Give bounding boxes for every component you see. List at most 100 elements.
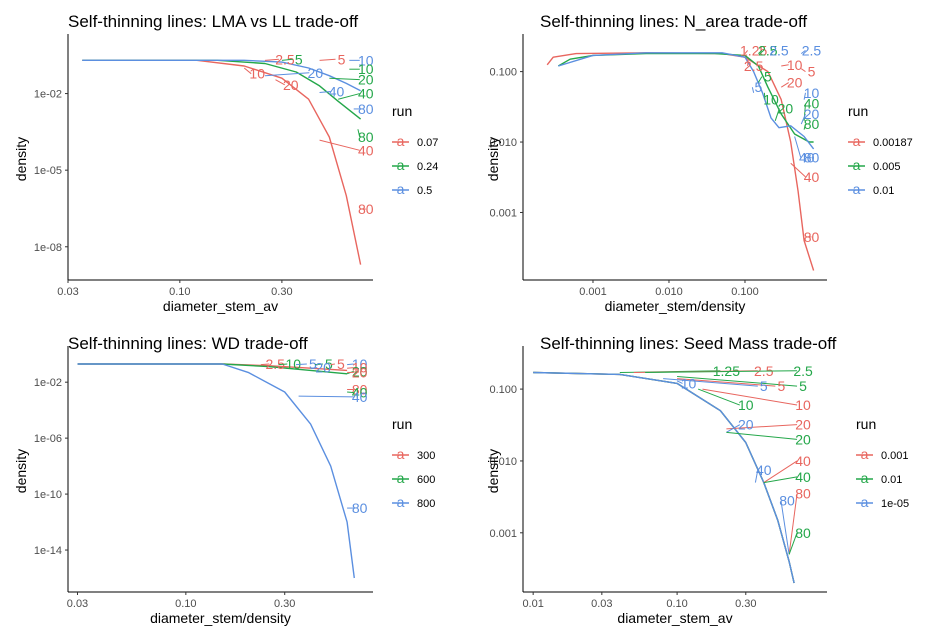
annotation-leader <box>310 367 318 369</box>
y-tick-label: 1e-10 <box>34 489 62 501</box>
legend-key-glyph: a <box>853 133 861 149</box>
annotation-label: 80 <box>352 500 368 516</box>
y-axis-label: density <box>13 449 29 493</box>
legend-label: 0.00187 <box>873 137 913 149</box>
annotation-leader <box>781 64 789 67</box>
panel-seed-mass: Self-thinning lines: Seed Mass trade-off… <box>472 322 944 644</box>
annotation-label: 80 <box>779 493 795 509</box>
y-tick-label: 0.100 <box>489 67 517 79</box>
annotation-leader <box>319 139 360 151</box>
annotation-leader <box>329 77 360 81</box>
legend-label: 0.5 <box>417 185 432 197</box>
annotation-leader <box>803 123 806 130</box>
x-axis-label: diameter_stem_av <box>617 610 732 626</box>
legend-label: 300 <box>417 450 435 462</box>
legend-key-glyph: a <box>397 181 405 197</box>
annotation-label: 20 <box>787 75 803 91</box>
x-tick-label: 0.30 <box>274 598 295 610</box>
legend-label: 0.01 <box>873 185 894 197</box>
annotation-label: 10 <box>787 57 803 73</box>
legend-key-glyph: a <box>397 133 405 149</box>
annotation-leader <box>319 91 331 94</box>
x-axis-label: diameter_stem/density <box>605 298 746 314</box>
annotation-leader <box>295 363 307 366</box>
annotation-label: 5 <box>337 356 345 372</box>
series-line <box>82 59 362 265</box>
annotation-label: 80 <box>358 129 374 145</box>
annotation-label: 5 <box>295 51 303 67</box>
annotation-leader <box>663 378 758 387</box>
annotation-leader <box>676 380 683 384</box>
annotation-label: 40 <box>329 84 345 100</box>
annotation-label: 80 <box>358 201 374 217</box>
annotation-leader <box>770 50 774 54</box>
annotation-label: 40 <box>358 142 374 158</box>
annotation-leader <box>243 67 252 75</box>
annotation-leader <box>790 162 806 178</box>
y-tick-label: 1e-08 <box>34 242 62 254</box>
annotation-leader <box>697 388 740 406</box>
series-line <box>533 371 795 584</box>
annotation-label: 10 <box>763 92 779 108</box>
annotation-label: 5 <box>309 356 317 372</box>
legend-key-glyph: a <box>853 157 861 173</box>
annotation-leader <box>800 113 806 125</box>
legend-key-glyph: a <box>861 470 869 486</box>
annotation-label: 10 <box>358 61 374 77</box>
annotation-label: 40 <box>352 389 368 405</box>
annotation-label: 10 <box>249 66 265 82</box>
annotation-leader <box>645 370 798 374</box>
annotation-label: 5 <box>777 378 785 394</box>
annotation-leader <box>794 136 802 158</box>
x-tick-label: 0.01 <box>522 598 543 610</box>
annotation-leader <box>763 476 798 484</box>
annotation-leader <box>314 363 323 366</box>
legend-label: 0.07 <box>417 137 438 149</box>
annotation-leader <box>702 388 798 406</box>
annotation-leader <box>774 108 780 121</box>
legend-key-glyph: a <box>397 157 405 173</box>
annotation-leader <box>330 363 335 366</box>
annotation-leader <box>780 500 790 555</box>
x-axis-label: diameter_stem_av <box>163 298 278 314</box>
annotation-label: 2.5 <box>275 51 295 67</box>
y-tick-label: 0.010 <box>489 137 517 149</box>
annotation-leader <box>726 431 798 440</box>
annotation-label: 10 <box>352 360 368 376</box>
annotation-label: 20 <box>795 431 811 447</box>
x-tick-label: 0.03 <box>591 598 612 610</box>
legend-key-glyph: a <box>861 494 869 510</box>
annotation-label: 10 <box>358 52 374 68</box>
annotation-label: 10 <box>286 356 302 372</box>
annotation-label: 5 <box>754 79 762 95</box>
series-line <box>533 371 795 584</box>
y-tick-label: 0.001 <box>489 207 517 219</box>
x-tick-label: 0.010 <box>655 286 683 298</box>
annotation-label: 5 <box>325 356 333 372</box>
panel-narea: Self-thinning lines: N_area trade-off 0.0… <box>472 0 944 322</box>
x-tick-label: 0.001 <box>579 286 607 298</box>
x-tick-label: 0.10 <box>175 598 196 610</box>
annotation-label: 20 <box>315 360 331 376</box>
annotation-leader <box>347 391 354 394</box>
annotation-label: 2.5 <box>758 42 778 58</box>
annotation-label: 2.5 <box>802 42 822 58</box>
legend-label: 0.001 <box>881 450 909 462</box>
x-tick-label: 0.30 <box>735 598 756 610</box>
annotation-label: 80 <box>358 101 374 117</box>
annotation-label: 20 <box>795 417 811 433</box>
annotation-leader <box>754 469 759 483</box>
legend-title: run <box>392 416 412 432</box>
x-tick-label: 0.10 <box>666 598 687 610</box>
annotation-leader <box>347 363 354 366</box>
y-axis-label: density <box>485 449 501 493</box>
x-tick-label: 0.100 <box>731 286 759 298</box>
annotation-label: 40 <box>804 96 820 112</box>
x-axis-label: diameter_stem/density <box>150 610 291 626</box>
x-tick-label: 0.03 <box>67 598 88 610</box>
y-tick-label: 0.100 <box>489 384 517 396</box>
annotation-label: 20 <box>352 363 368 379</box>
annotation-label: 2.5 <box>266 356 286 372</box>
annotation-leader <box>751 87 755 93</box>
annotation-leader <box>338 93 360 100</box>
